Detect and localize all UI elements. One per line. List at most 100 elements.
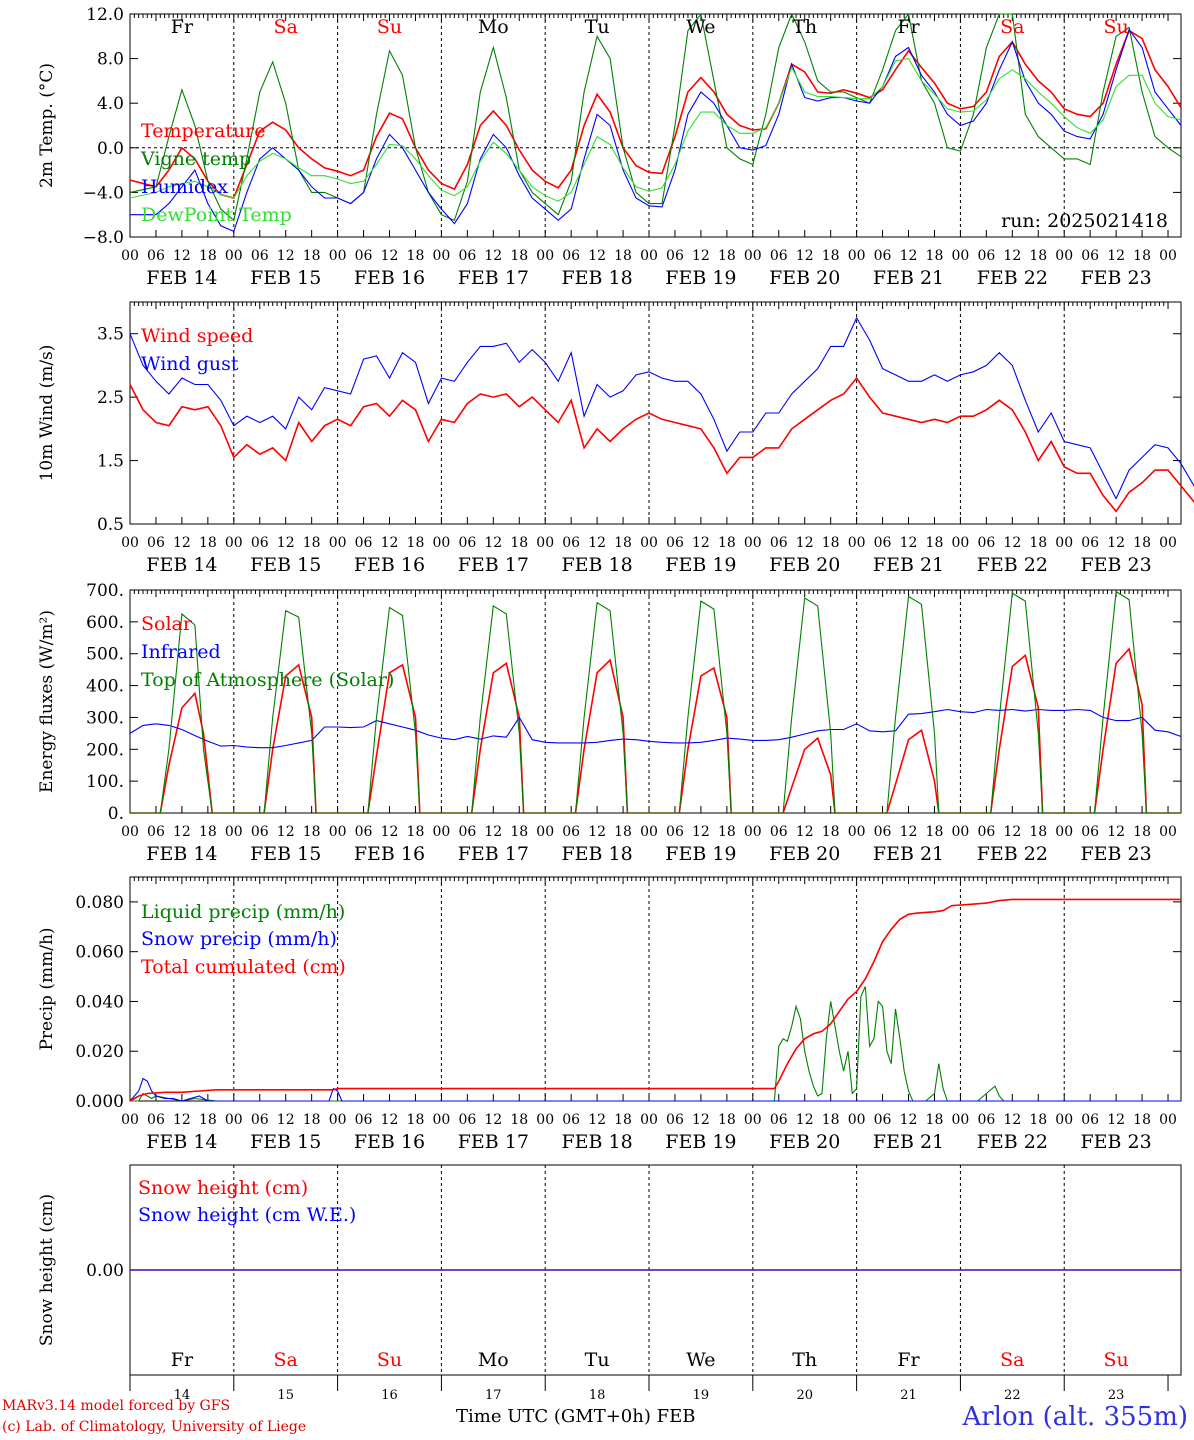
hour-label: 18 <box>614 535 632 551</box>
hour-label: 18 <box>303 1112 321 1128</box>
hour-label: 18 <box>1133 248 1151 264</box>
hour-label: 06 <box>562 248 580 264</box>
hour-label: 00 <box>952 824 970 840</box>
date-label: FEB 16 <box>354 267 425 289</box>
day-name-label: Fr <box>171 1349 194 1371</box>
date-label: FEB 23 <box>1081 843 1152 865</box>
hour-label: 06 <box>977 1112 995 1128</box>
hour-label: 18 <box>510 1112 528 1128</box>
hour-label: 12 <box>1003 248 1021 264</box>
y-tick-label: 400. <box>86 677 124 697</box>
hour-label: 12 <box>484 248 502 264</box>
hour-label: 00 <box>640 824 658 840</box>
hour-label: 00 <box>536 1112 554 1128</box>
hour-label: 12 <box>381 248 399 264</box>
date-label: FEB 20 <box>769 554 840 576</box>
day-name-label: Th <box>792 1349 817 1371</box>
hour-label: 12 <box>1107 248 1125 264</box>
hour-label: 18 <box>718 248 736 264</box>
day-name-label: Sa <box>274 16 298 38</box>
model-credit: MARv3.14 model forced by GFS <box>2 1398 231 1414</box>
hour-label: 12 <box>796 824 814 840</box>
hour-label: 18 <box>510 824 528 840</box>
hour-label: 00 <box>225 824 243 840</box>
date-label: FEB 14 <box>146 1131 217 1153</box>
y-tick-label: 0.00 <box>86 1261 124 1281</box>
y-tick-label: 8.0 <box>97 50 124 70</box>
y-tick-label: 4.0 <box>97 94 124 114</box>
hour-label: 00 <box>848 1112 866 1128</box>
day-number-label: 15 <box>277 1388 294 1403</box>
hour-label: 12 <box>796 1112 814 1128</box>
hour-label: 18 <box>614 248 632 264</box>
hour-label: 06 <box>770 824 788 840</box>
day-number-label: 17 <box>485 1388 502 1403</box>
hour-label: 18 <box>199 824 217 840</box>
hour-label: 06 <box>666 535 684 551</box>
date-label: FEB 15 <box>250 1131 321 1153</box>
hour-label: 06 <box>666 1112 684 1128</box>
hour-label: 00 <box>432 535 450 551</box>
hour-label: 18 <box>614 824 632 840</box>
hour-label: 12 <box>1003 535 1021 551</box>
series-line-vigne-temp <box>129 12 1182 222</box>
y-axis-title: 10m Wind (m/s) <box>37 345 57 482</box>
series-line-liquid-precip-mm-h- <box>130 986 1181 1102</box>
date-label: FEB 19 <box>665 267 736 289</box>
date-label: FEB 20 <box>769 1131 840 1153</box>
y-tick-label: 2.5 <box>97 388 124 408</box>
hour-label: 06 <box>251 824 269 840</box>
hour-label: 00 <box>744 824 762 840</box>
panel-5: 0.00 Snow height (cm) Snow height (cm) Snow… <box>37 1164 1182 1403</box>
y-tick-label: 0.040 <box>75 992 124 1012</box>
hour-label: 06 <box>1081 248 1099 264</box>
hour-label: 18 <box>510 535 528 551</box>
y-tick-label: 0.000 <box>75 1092 124 1112</box>
hour-label: 12 <box>1107 824 1125 840</box>
hour-label: 00 <box>536 535 554 551</box>
y-tick-label: 0. <box>108 804 124 824</box>
hour-label: 06 <box>562 535 580 551</box>
day-name-label: Sa <box>1000 1349 1024 1371</box>
hour-label: 12 <box>692 824 710 840</box>
panel-4: 0.080 0.060 0.040 0.020 0.000 Precip (mm/h) Li… <box>37 876 1182 1153</box>
date-label: FEB 23 <box>1081 554 1152 576</box>
hour-label: 00 <box>225 248 243 264</box>
legend-entry: Snow height (cm) <box>138 1177 308 1199</box>
hour-label: 18 <box>822 1112 840 1128</box>
hour-label: 18 <box>199 535 217 551</box>
date-label: FEB 14 <box>146 267 217 289</box>
hour-label: 12 <box>588 248 606 264</box>
hour-label: 12 <box>173 1112 191 1128</box>
hour-label: 06 <box>874 248 892 264</box>
date-label: FEB 19 <box>665 554 736 576</box>
hour-label: 18 <box>926 824 944 840</box>
day-name-label: Sa <box>1000 16 1024 38</box>
hour-label: 06 <box>355 1112 373 1128</box>
date-label: FEB 15 <box>250 554 321 576</box>
hour-label: 06 <box>874 824 892 840</box>
hour-label: 00 <box>329 535 347 551</box>
hour-label: 06 <box>977 824 995 840</box>
hour-label: 06 <box>562 824 580 840</box>
hour-label: 00 <box>744 535 762 551</box>
hour-label: 00 <box>640 1112 658 1128</box>
hour-label: 12 <box>277 248 295 264</box>
hour-label: 18 <box>1029 1112 1047 1128</box>
day-number-label: 19 <box>693 1388 710 1403</box>
date-label: FEB 21 <box>873 843 944 865</box>
hour-label: 18 <box>407 535 425 551</box>
hour-label: 18 <box>926 535 944 551</box>
hour-label: 06 <box>977 248 995 264</box>
hour-label: 06 <box>1081 1112 1099 1128</box>
hour-label: 18 <box>1133 535 1151 551</box>
hour-label: 00 <box>1159 1112 1177 1128</box>
hour-label: 06 <box>355 248 373 264</box>
hour-label: 18 <box>926 248 944 264</box>
hour-label: 12 <box>484 824 502 840</box>
hour-label: 18 <box>303 535 321 551</box>
hour-label: 06 <box>770 1112 788 1128</box>
hour-label: 12 <box>484 1112 502 1128</box>
hour-label: 00 <box>1055 535 1073 551</box>
hour-label: 18 <box>199 248 217 264</box>
